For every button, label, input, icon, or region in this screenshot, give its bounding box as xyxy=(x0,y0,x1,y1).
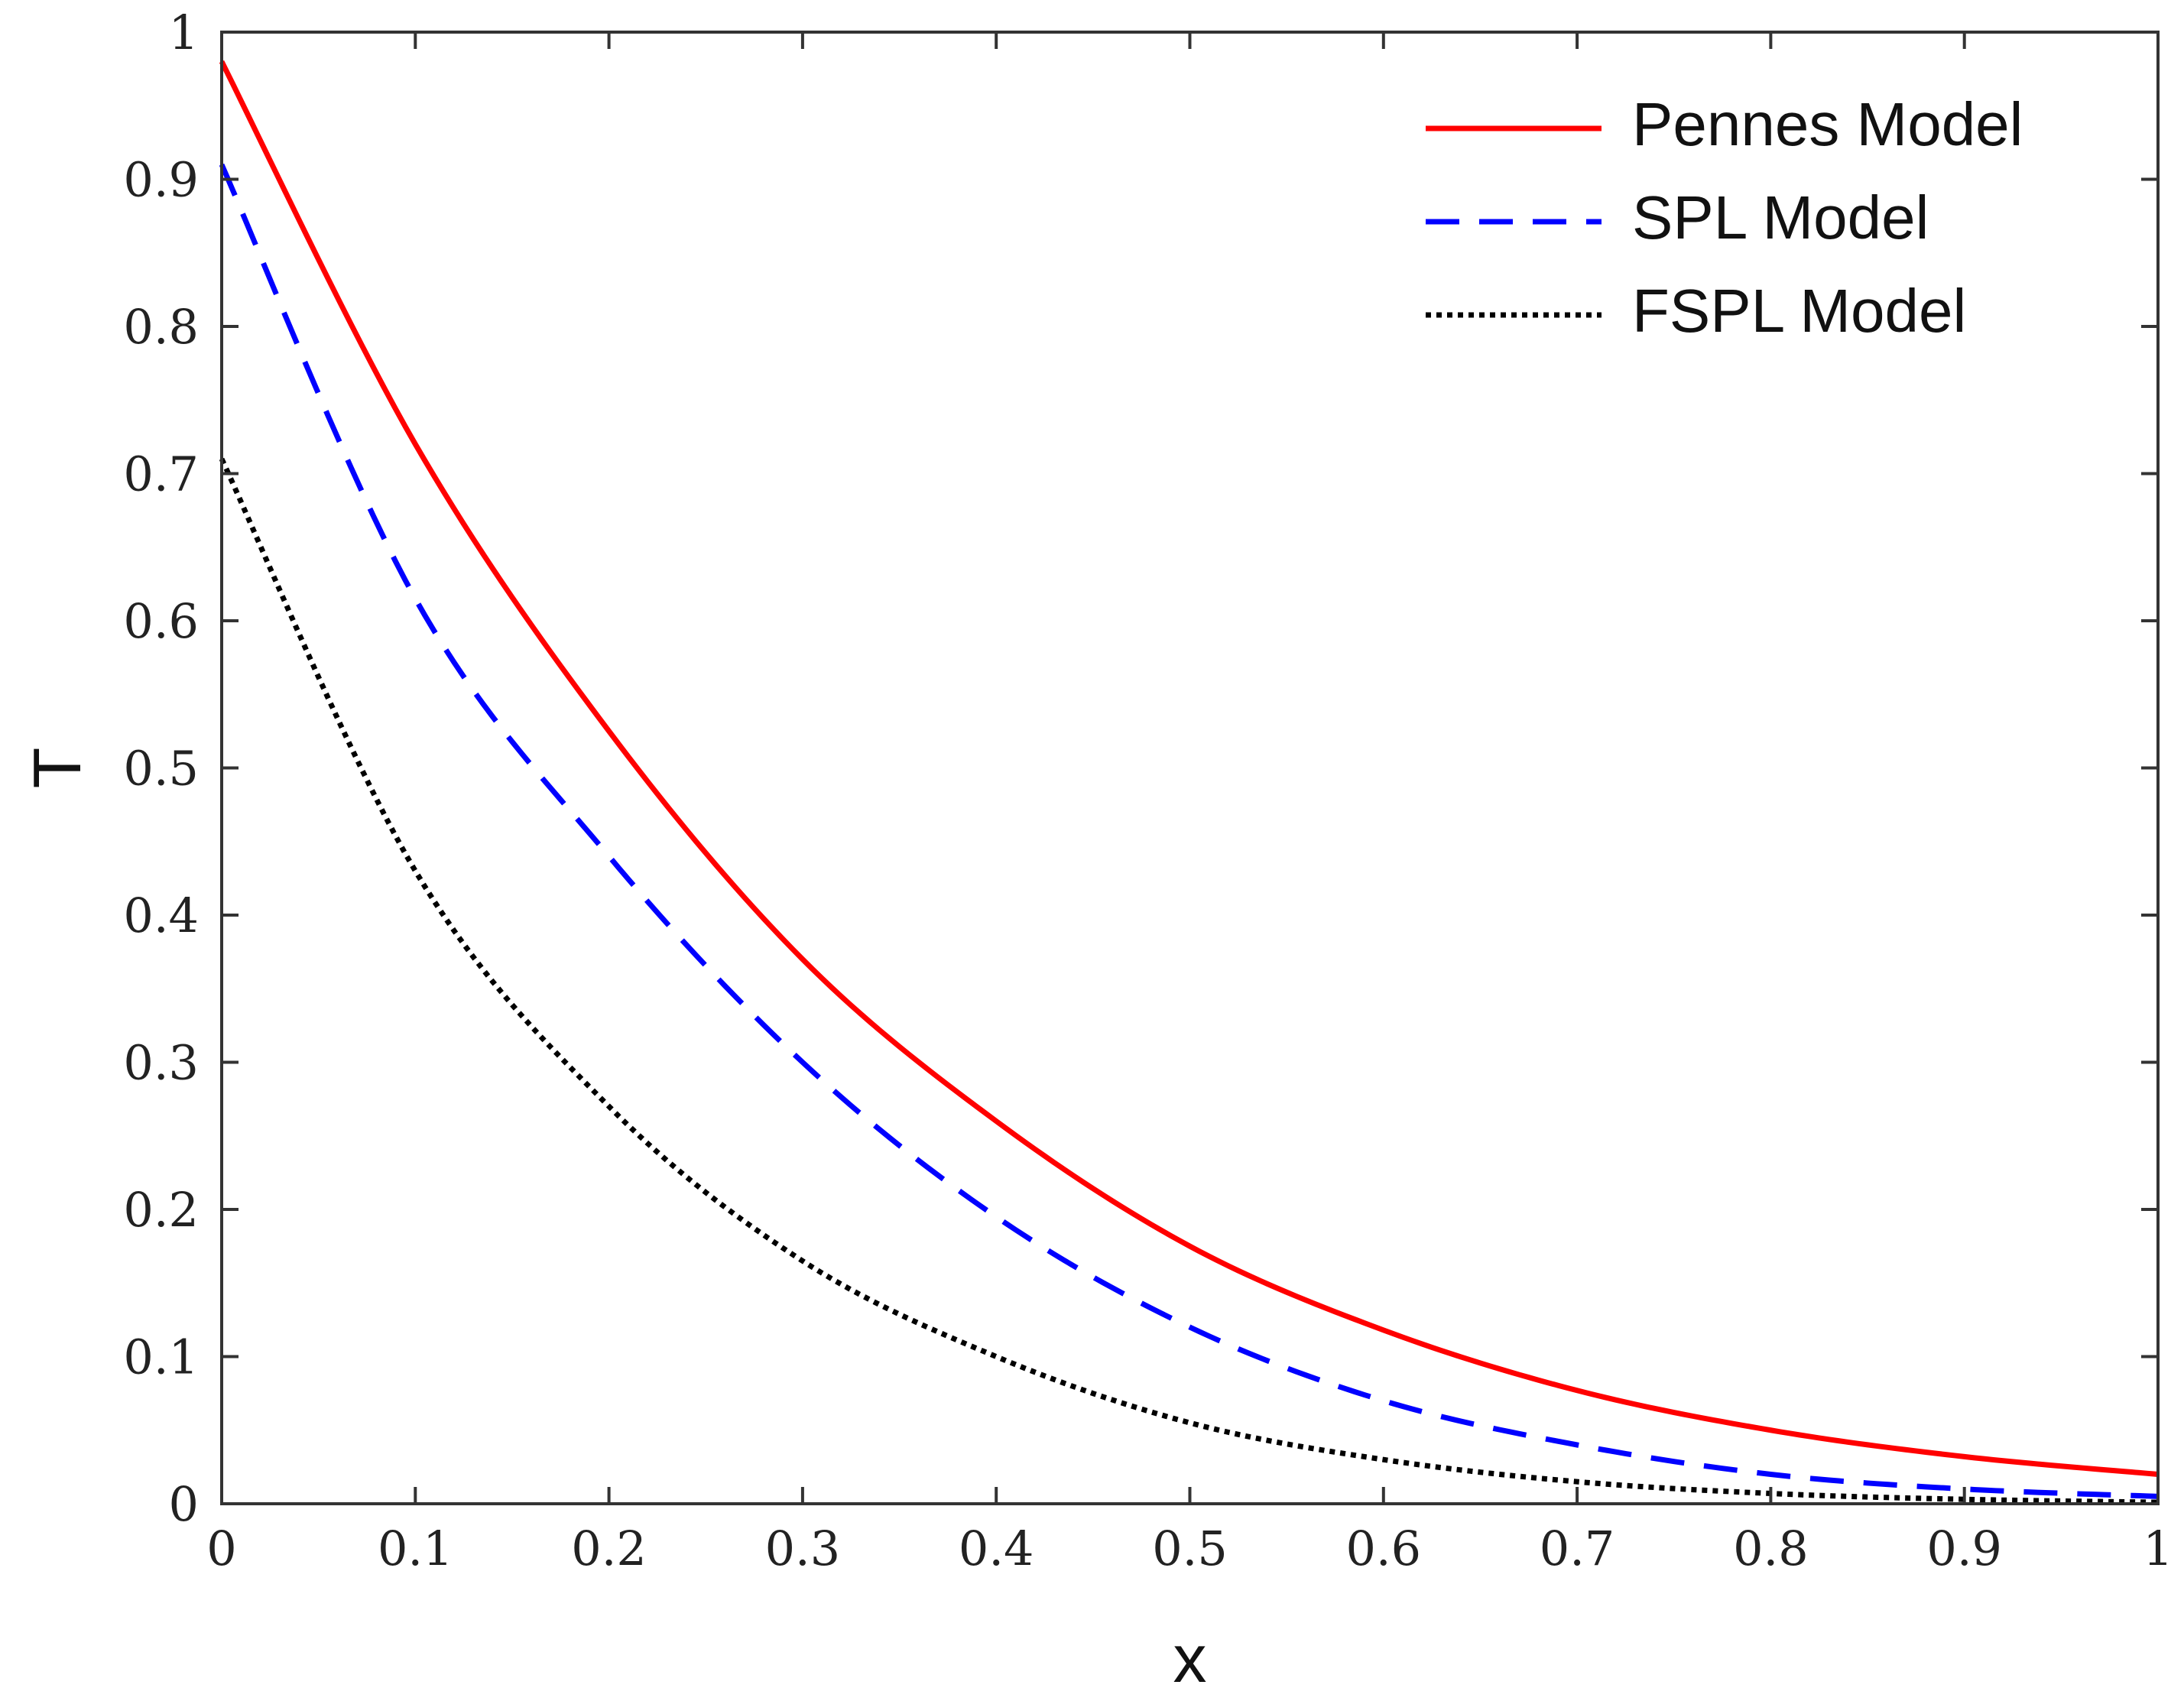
x-tick-label: 0.5 xyxy=(1152,1521,1228,1576)
y-tick-label: 0.7 xyxy=(123,446,199,502)
y-tick-label: 0.3 xyxy=(123,1035,199,1091)
y-tick-label: 0.9 xyxy=(123,152,199,208)
x-tick-label: 0.9 xyxy=(1926,1521,2002,1576)
y-tick-label: 0 xyxy=(169,1476,199,1532)
y-tick-label: 1 xyxy=(169,5,199,60)
x-tick-label: 0.3 xyxy=(765,1521,841,1576)
x-tick-label: 0.2 xyxy=(571,1521,647,1576)
x-tick-label: 0.8 xyxy=(1733,1521,1809,1576)
x-axis-title: x xyxy=(1173,1621,1207,1696)
y-tick-label: 0.8 xyxy=(123,299,199,355)
y-axis-title: T xyxy=(19,748,95,789)
legend-label-fspl-model: FSPL Model xyxy=(1632,277,1966,345)
tick-labels-layer: 0 0.1 0.2 0.3 0.4 0.5 0.6 0.7 0.8 0.9 1 0 0.1 0.2 0.3 0… xyxy=(123,5,2173,1576)
ticks-layer xyxy=(220,31,2160,1505)
y-tick-label: 0.2 xyxy=(123,1182,199,1238)
plot-frame xyxy=(220,31,2160,1505)
y-tick-label: 0.1 xyxy=(123,1329,199,1385)
x-tick-label: 0.1 xyxy=(378,1521,453,1576)
series-line-pennes-model xyxy=(219,60,2159,1477)
series-layer xyxy=(219,60,2159,1505)
y-tick-label: 0.6 xyxy=(123,593,199,649)
x-tick-label: 1 xyxy=(2143,1521,2173,1576)
x-tick-label: 0 xyxy=(206,1521,236,1576)
x-tick-label: 0.7 xyxy=(1540,1521,1615,1576)
series-line-fspl-model xyxy=(219,457,2159,1505)
y-tick-label: 0.4 xyxy=(123,888,199,943)
x-tick-label: 0.6 xyxy=(1345,1521,1421,1576)
legend: Pennes Model SPL Model FSPL Model xyxy=(1426,90,2023,345)
y-tick-label: 0.5 xyxy=(123,741,199,797)
legend-label-spl-model: SPL Model xyxy=(1632,183,1929,252)
legend-label-pennes-model: Pennes Model xyxy=(1632,90,2023,158)
series-line-spl-model xyxy=(219,163,2159,1499)
x-tick-label: 0.4 xyxy=(959,1521,1034,1576)
